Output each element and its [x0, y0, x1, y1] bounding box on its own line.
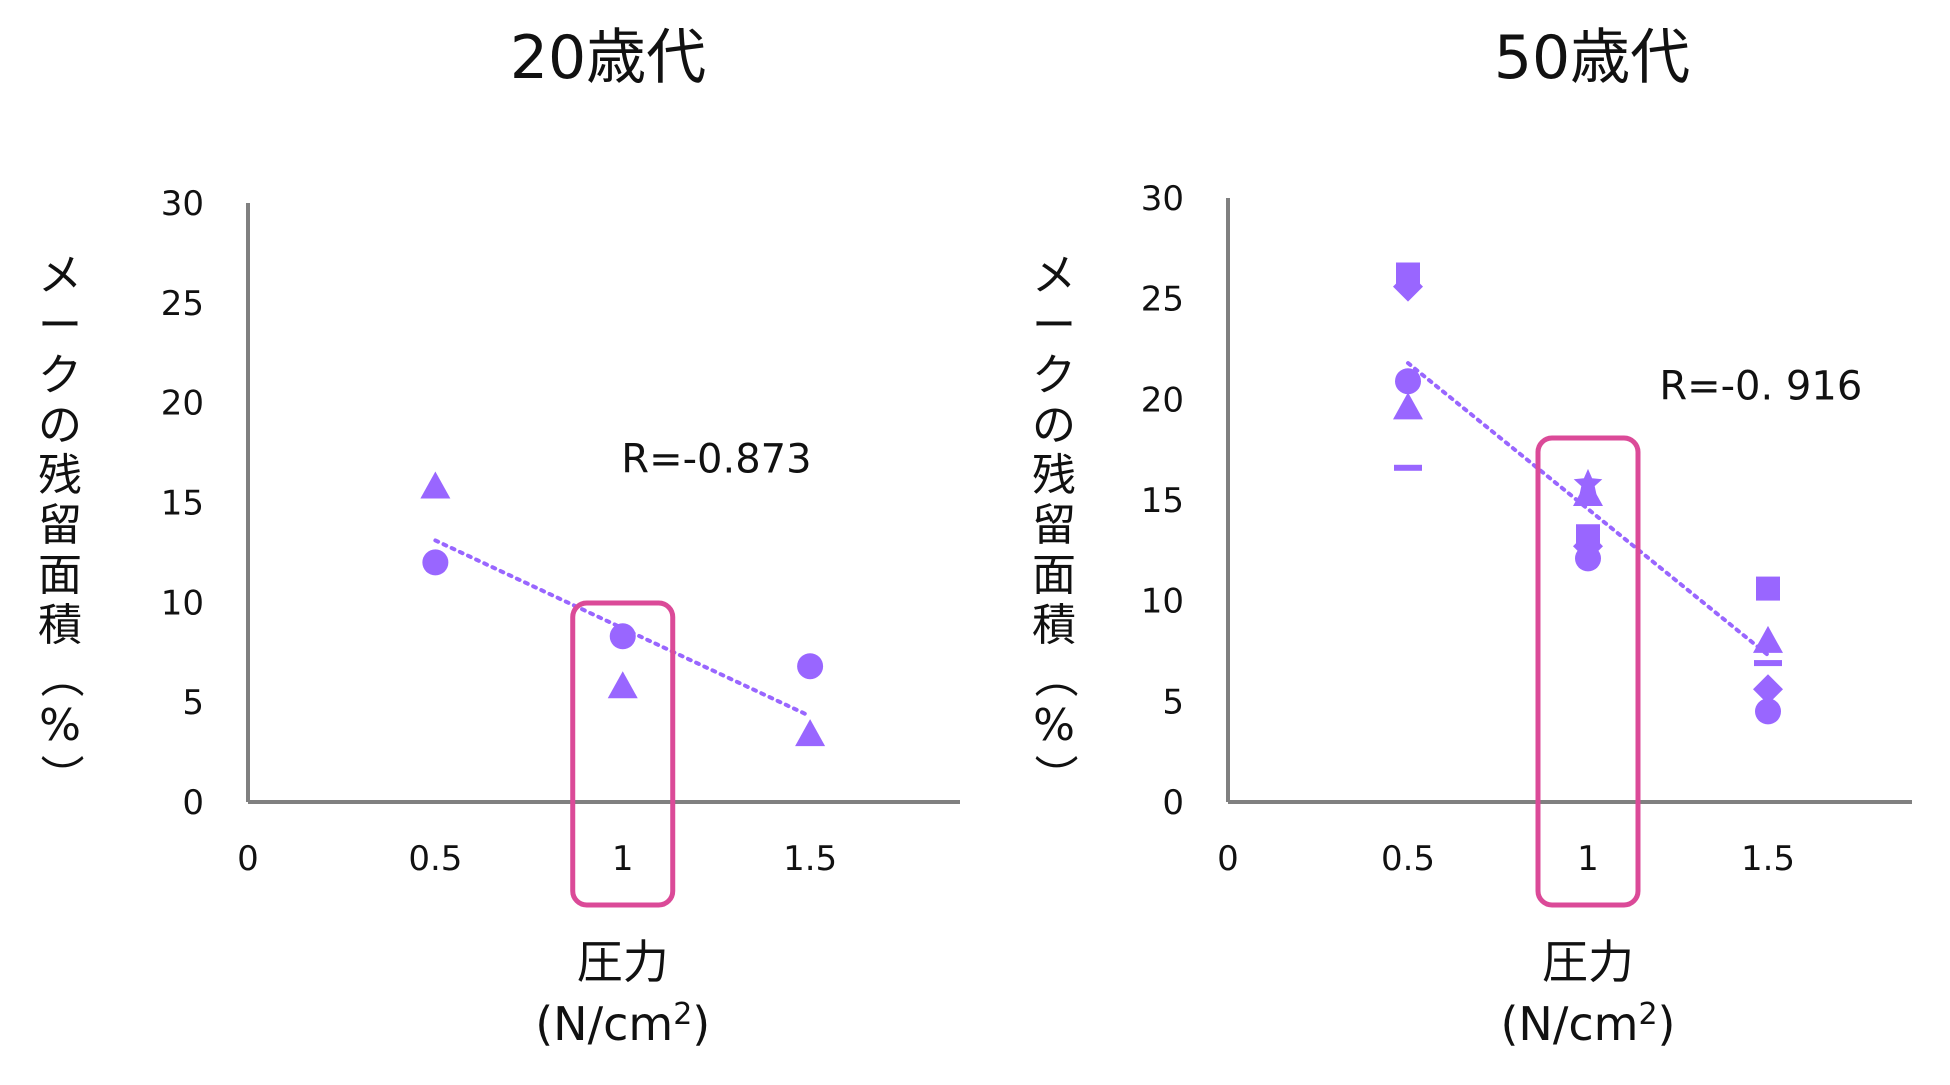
y-axis-label-char: %: [39, 700, 81, 751]
data-point-diamond: [1753, 674, 1783, 705]
y-axis-label-char: 積: [1032, 600, 1076, 651]
y-tick-label: 30: [161, 184, 204, 224]
y-axis-label-char: （: [35, 654, 86, 698]
correlation-annotation: R=-0.873: [621, 437, 811, 483]
y-tick-label: 10: [161, 583, 204, 623]
data-point-triangle: [1573, 478, 1603, 506]
chart-title: 20歳代: [510, 23, 706, 93]
y-axis-label-char: 残: [1032, 450, 1076, 501]
x-axis-unit: (N/cm2): [535, 997, 710, 1051]
y-axis-label-char: 留: [38, 500, 82, 551]
data-point-square: [1756, 576, 1780, 601]
correlation-annotation: R=-0. 916: [1659, 363, 1862, 409]
y-tick-label: 25: [1141, 280, 1184, 320]
y-axis-label-char: ク: [38, 350, 82, 401]
data-point-circle: [797, 653, 824, 680]
x-axis-unit-part: 2: [673, 997, 692, 1032]
x-tick-label: 0.5: [408, 839, 462, 879]
data-point-triangle: [1393, 392, 1423, 420]
data-point-circle: [609, 623, 636, 650]
y-axis-label-char: ）: [35, 754, 86, 798]
y-tick-label: 10: [1141, 582, 1184, 622]
x-axis-label: 圧力: [1542, 935, 1634, 989]
y-axis-label-char: メ: [38, 250, 82, 301]
data-point-triangle: [607, 671, 638, 699]
y-tick-label: 0: [182, 783, 204, 823]
y-tick-label: 25: [161, 284, 204, 324]
y-tick-label: 20: [161, 384, 204, 424]
y-axis-label-char: %: [1033, 700, 1075, 751]
data-point-circle: [1395, 368, 1421, 395]
y-tick-label: 15: [1141, 481, 1184, 521]
y-axis-label-char: メ: [1032, 250, 1076, 301]
y-axis-label-char: 残: [38, 450, 82, 501]
data-point-dash: [1394, 464, 1422, 471]
data-point-circle: [1575, 545, 1601, 572]
y-axis-label-char: の: [1032, 400, 1076, 451]
y-axis-label-char: の: [38, 400, 82, 451]
x-axis-label: 圧力: [577, 935, 669, 989]
y-axis-label-char: ー: [38, 300, 82, 351]
y-tick-label: 5: [1162, 682, 1184, 722]
y-axis-label-char: ー: [1032, 300, 1076, 351]
y-axis-label-char: ）: [1029, 754, 1080, 798]
data-point-dash: [1754, 660, 1782, 667]
x-axis-unit-part: 2: [1638, 997, 1657, 1032]
y-axis-label-char: 面: [1032, 550, 1076, 601]
y-tick-label: 0: [1162, 783, 1184, 823]
x-tick-label: 0: [237, 839, 259, 879]
highlight-box: [570, 600, 676, 908]
data-point-circle: [1755, 698, 1781, 725]
x-axis-unit-part: ): [1658, 997, 1676, 1051]
x-tick-label: 1.5: [783, 839, 837, 879]
data-point-triangle: [420, 471, 451, 499]
x-tick-label: 1: [1577, 839, 1599, 879]
x-axis-unit-part: (N/cm: [1500, 997, 1638, 1051]
data-point-circle: [422, 549, 449, 576]
y-tick-label: 20: [1141, 380, 1184, 420]
y-tick-label: 5: [182, 683, 204, 723]
y-axis-label-char: （: [1029, 654, 1080, 698]
x-tick-label: 1: [612, 839, 634, 879]
data-point-triangle: [1753, 625, 1783, 653]
y-axis-label-char: 面: [38, 550, 82, 601]
y-tick-label: 30: [1141, 179, 1184, 219]
trend-line: [1406, 361, 1770, 658]
y-axis-label-char: ク: [1032, 350, 1076, 401]
x-axis-unit-part: ): [692, 997, 710, 1051]
chart-title: 50歳代: [1494, 23, 1690, 93]
data-point-triangle: [795, 719, 826, 747]
x-axis-unit-part: (N/cm: [535, 997, 673, 1051]
x-tick-label: 0: [1217, 839, 1239, 879]
y-tick-label: 15: [161, 484, 204, 524]
y-axis-label-char: 留: [1032, 500, 1076, 551]
x-tick-label: 1.5: [1741, 839, 1795, 879]
data-point-diamond: [1393, 271, 1423, 302]
highlight-box: [1535, 435, 1641, 908]
x-axis-unit: (N/cm2): [1500, 997, 1675, 1051]
x-tick-label: 0.5: [1381, 839, 1435, 879]
y-axis-label-char: 積: [38, 600, 82, 651]
